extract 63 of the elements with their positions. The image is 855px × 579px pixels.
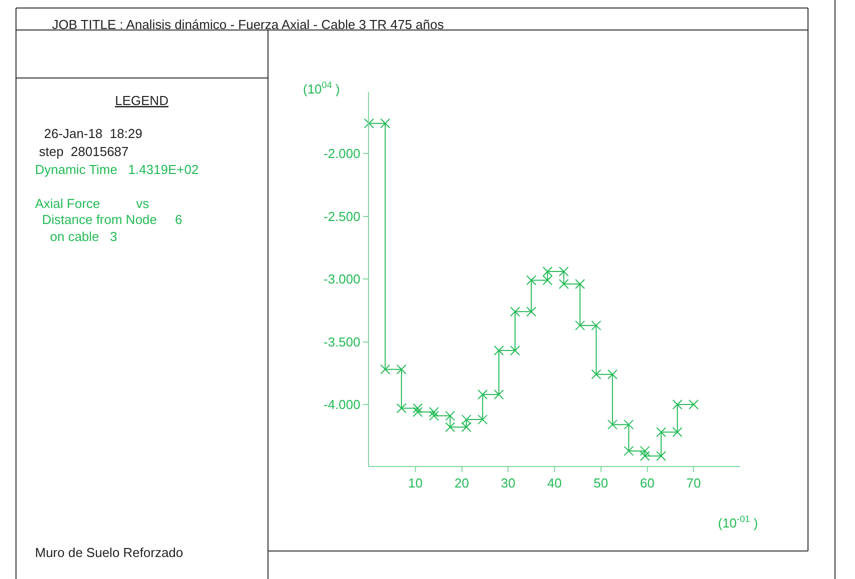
text: LEGEND xyxy=(115,93,168,108)
point xyxy=(640,450,650,461)
point xyxy=(672,400,682,410)
point xyxy=(526,275,536,286)
point xyxy=(656,450,666,461)
point xyxy=(428,407,439,418)
text: Dynamic Time 1.4319E+02 xyxy=(35,162,199,177)
point xyxy=(526,306,536,317)
point xyxy=(478,414,488,425)
text: (10$^{-01}$ ) xyxy=(718,514,758,530)
point xyxy=(558,279,569,290)
point xyxy=(445,410,456,421)
point xyxy=(672,427,682,438)
x-tick-label: 20 xyxy=(454,476,469,491)
text: 26-Jan-18 18:29 xyxy=(44,126,142,141)
text: on cable 3 xyxy=(50,229,118,244)
point xyxy=(428,410,439,421)
x-tick-label: 50 xyxy=(594,476,608,491)
x-tick-label: 40 xyxy=(547,476,562,491)
text: Muro de Suelo Reforzado xyxy=(35,545,184,560)
x-tick-label: 70 xyxy=(686,476,701,491)
point xyxy=(607,369,618,380)
x-tick-label: 30 xyxy=(500,476,516,491)
point xyxy=(380,118,390,128)
point xyxy=(575,320,586,330)
point xyxy=(591,320,602,330)
point xyxy=(510,306,520,317)
y-tick-label: -4.000 xyxy=(324,397,360,412)
point xyxy=(412,403,423,414)
text: Axial Force vs xyxy=(35,196,150,211)
point xyxy=(575,279,586,290)
y-tick-label: -2.500 xyxy=(324,208,360,224)
point xyxy=(380,364,390,374)
y-tick-label: -3.000 xyxy=(324,272,360,287)
point xyxy=(364,118,374,128)
point xyxy=(412,407,423,418)
point xyxy=(640,446,650,456)
point xyxy=(624,446,634,456)
point xyxy=(478,389,488,400)
point xyxy=(461,414,472,425)
text: step 28015687 xyxy=(39,144,129,159)
text: Distance from Node 6 xyxy=(42,212,182,227)
point xyxy=(656,427,666,438)
point xyxy=(607,420,618,430)
point xyxy=(591,369,602,380)
point xyxy=(542,266,553,276)
text: (10$^{04}$ ) xyxy=(303,80,340,96)
x-tick-label: 60 xyxy=(640,476,654,491)
point xyxy=(558,266,569,276)
y-tick-label: -3.500 xyxy=(324,334,360,350)
text: JOB TITLE : Analisis dinámico - Fuerza Axial - Cable 3 TR 475 años xyxy=(52,17,444,32)
point xyxy=(445,422,456,432)
point xyxy=(542,275,553,286)
y-tick-label: -2.000 xyxy=(324,146,360,162)
point xyxy=(396,403,406,414)
point xyxy=(494,346,504,356)
point xyxy=(396,364,406,374)
point xyxy=(624,420,634,430)
point xyxy=(494,389,504,400)
point xyxy=(461,422,472,432)
point xyxy=(688,400,699,410)
point xyxy=(510,346,520,356)
x-tick-label: 10 xyxy=(408,476,423,491)
